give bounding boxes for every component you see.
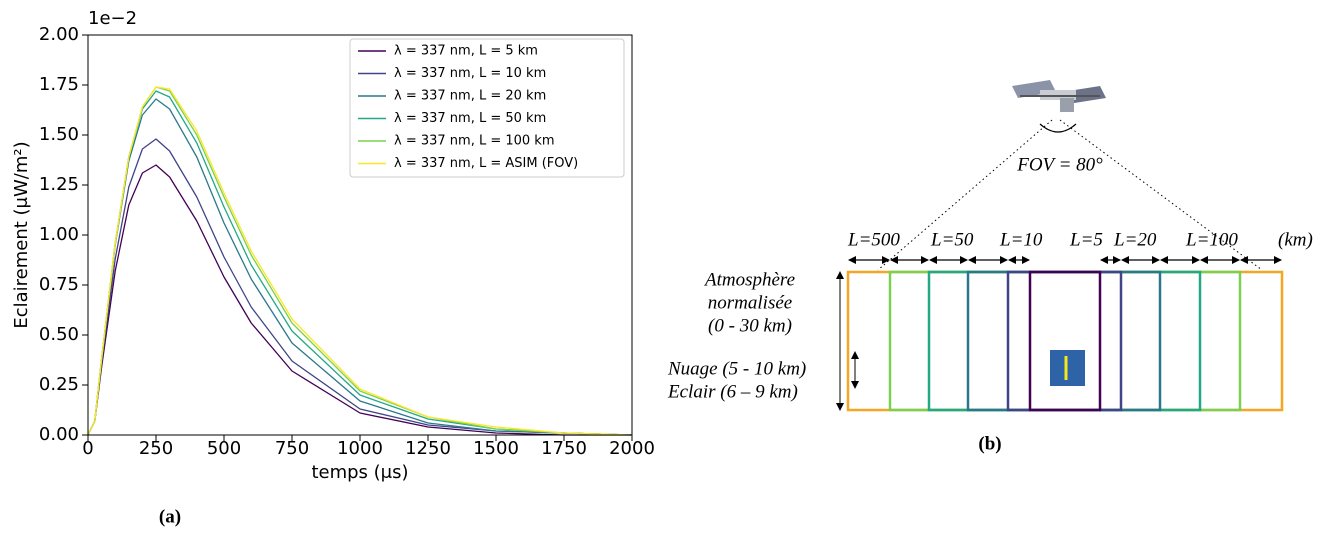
- y-tick-label: 0.00: [39, 424, 79, 445]
- x-axis-label: temps (μs): [311, 462, 408, 483]
- atmosphere-label: Atmosphère: [703, 269, 795, 290]
- legend-box: [349, 38, 625, 178]
- distance-label: L=500: [847, 229, 900, 250]
- distance-label: L=50: [930, 229, 974, 250]
- x-tick-label: 2000: [609, 438, 655, 459]
- y-axis-label: Eclairement (μW/m²): [11, 141, 32, 328]
- legend-label: λ = 337 nm, L = 50 km: [394, 111, 546, 126]
- fov-label: FOV = 80°: [1016, 154, 1103, 175]
- caption: (b): [978, 433, 1001, 454]
- y-offset-text: 1e−2: [88, 8, 137, 29]
- legend-label: λ = 337 nm, L = 5 km: [394, 44, 538, 59]
- diagram: FOV = 80° L=500 L=50 L=10 L=5 L=20 L=100…: [667, 80, 1313, 454]
- zones: [846, 270, 1284, 412]
- distance-label: L=5: [1069, 229, 1103, 250]
- series-line: [87, 86, 633, 436]
- x-tick-label: 1250: [405, 438, 451, 459]
- x-tick-label: 250: [139, 438, 173, 459]
- series-line: [87, 138, 633, 436]
- x-tick-label: 750: [275, 438, 309, 459]
- line-chart: 0.00 0.25 0.50 0.75 1.00 1.25 1.50 1.75 2.00 0 250…: [11, 8, 655, 483]
- caption: (a): [159, 506, 181, 527]
- y-tick-label: 0.50: [39, 324, 79, 345]
- y-tick-label: 1.75: [39, 74, 79, 95]
- legend-label: λ = 337 nm, L = ASIM (FOV): [394, 156, 578, 171]
- unit-label: (km): [1278, 229, 1313, 250]
- plot-frame: [87, 34, 633, 436]
- cloud-label: Nuage (5 - 10 km): [667, 358, 806, 379]
- atmosphere-label: (0 - 30 km): [708, 315, 792, 336]
- satellite-icon: [1012, 80, 1106, 112]
- legend-label: λ = 337 nm, L = 100 km: [394, 134, 555, 149]
- distance-label: L=20: [1113, 229, 1157, 250]
- lightning-label: Eclair (6 – 9 km): [667, 381, 798, 402]
- distance-label: L=100: [1185, 229, 1238, 250]
- x-tick-label: 1750: [541, 438, 587, 459]
- legend-label: λ = 337 nm, L = 20 km: [394, 89, 546, 104]
- fov-arc: [1039, 123, 1077, 133]
- x-tick-label: 500: [207, 438, 241, 459]
- y-tick-label: 0.25: [39, 374, 79, 395]
- atmosphere-label: normalisée: [708, 292, 792, 313]
- y-tick-label: 1.50: [39, 124, 79, 145]
- y-tick-label: 1.25: [39, 174, 79, 195]
- y-tick-label: 2.00: [39, 24, 79, 45]
- x-tick-label: 1500: [473, 438, 519, 459]
- x-tick-label: 1000: [337, 438, 383, 459]
- fov-line: [1059, 119, 1263, 271]
- y-tick-label: 0.75: [39, 274, 79, 295]
- series-line: [87, 164, 632, 436]
- legend-label: λ = 337 nm, L = 10 km: [394, 66, 546, 81]
- x-tick-label: 0: [82, 438, 93, 459]
- y-tick-label: 1.00: [39, 224, 79, 245]
- distance-label: L=10: [999, 229, 1043, 250]
